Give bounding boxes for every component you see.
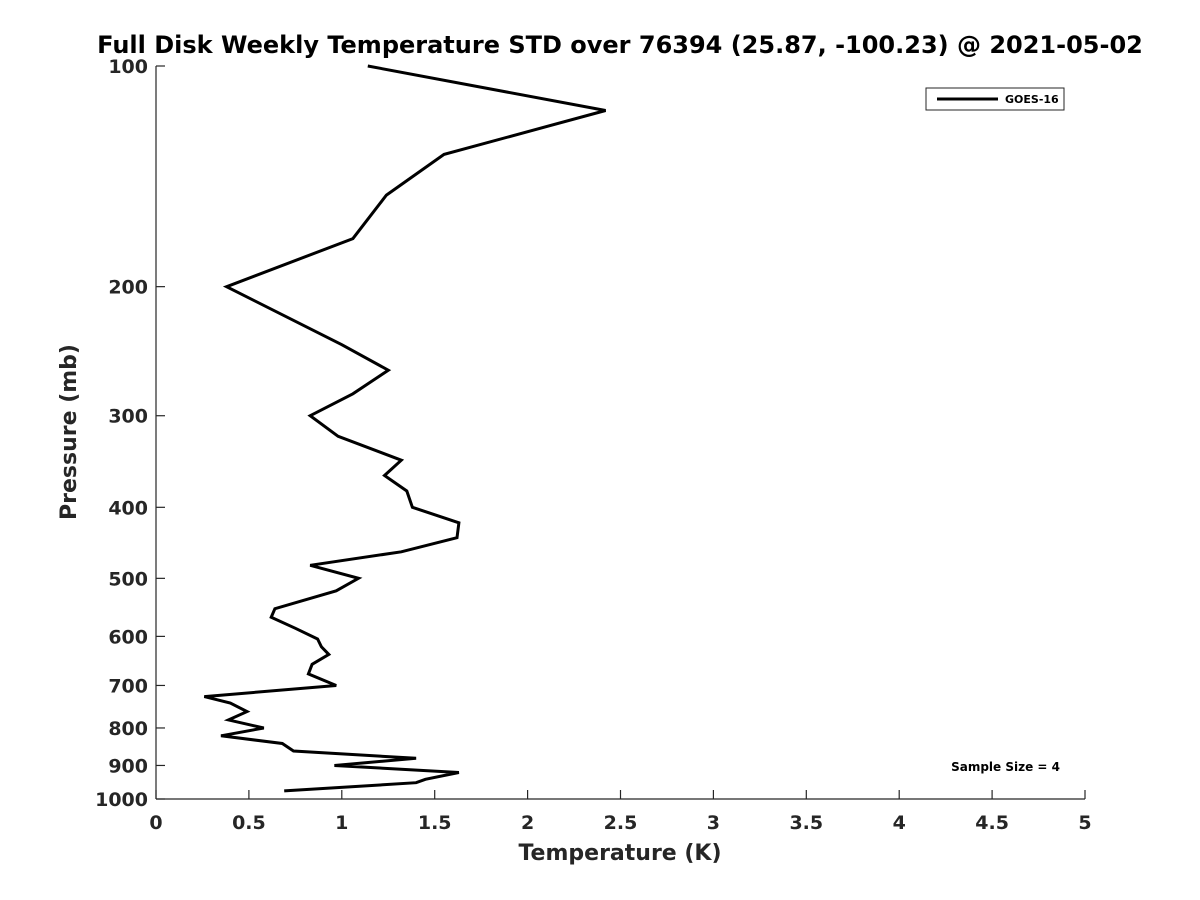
y-axis-label: Pressure (mb) bbox=[57, 344, 82, 520]
x-tick-label: 4.5 bbox=[975, 812, 1009, 834]
x-tick-label: 1 bbox=[335, 812, 348, 834]
x-axis-label: Temperature (K) bbox=[518, 841, 721, 866]
series-line-goes-16 bbox=[203, 64, 606, 793]
sample-size-annotation: Sample Size = 4 bbox=[951, 760, 1060, 774]
x-tick-label: 2 bbox=[521, 812, 534, 834]
y-tick-label: 100 bbox=[108, 56, 148, 78]
y-tick-label: 200 bbox=[108, 277, 148, 299]
y-tick-label: 700 bbox=[108, 675, 148, 697]
x-tick-label: 4 bbox=[893, 812, 906, 834]
y-tick-label: 1000 bbox=[95, 789, 148, 811]
y-tick-label: 900 bbox=[108, 755, 148, 777]
x-tick-label: 0 bbox=[149, 812, 162, 834]
y-tick-label: 500 bbox=[108, 568, 148, 590]
y-tick-label: 800 bbox=[108, 718, 148, 740]
x-tick-label: 2.5 bbox=[604, 812, 638, 834]
x-tick-label: 1.5 bbox=[418, 812, 452, 834]
plot-area bbox=[156, 66, 1085, 799]
y-tick-label: 400 bbox=[108, 497, 148, 519]
y-tick-label: 600 bbox=[108, 626, 148, 648]
chart-title: Full Disk Weekly Temperature STD over 76… bbox=[97, 31, 1143, 59]
axes: 0 0.5 1 1.5 2 2.5 3 3.5 4 4.5 5 100 200 300 400 500 600 7… bbox=[95, 56, 1092, 834]
x-tick-label: 5 bbox=[1078, 812, 1091, 834]
y-tick-label: 300 bbox=[108, 406, 148, 428]
x-tick-label: 3.5 bbox=[789, 812, 823, 834]
legend-label-goes-16: GOES-16 bbox=[1005, 93, 1059, 106]
legend: GOES-16 bbox=[925, 87, 1065, 111]
x-tick-label: 0.5 bbox=[232, 812, 266, 834]
series-layer bbox=[203, 64, 606, 793]
x-tick-label: 3 bbox=[707, 812, 720, 834]
